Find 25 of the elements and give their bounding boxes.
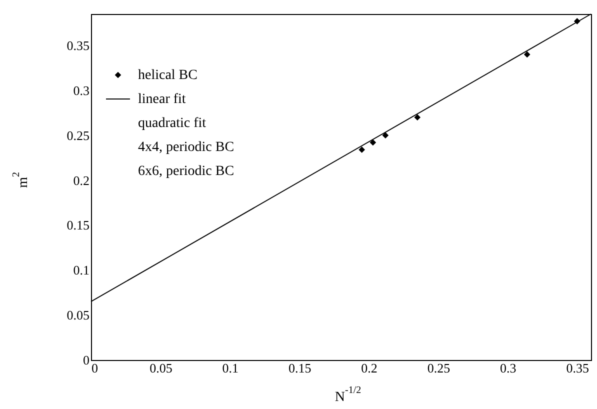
x-tick-label: 0.25	[427, 360, 450, 376]
y-tick-label: 0.05	[66, 308, 90, 323]
point	[414, 114, 421, 121]
point	[524, 51, 530, 58]
y-tick-label: 0.1	[73, 262, 90, 278]
point	[358, 146, 365, 153]
x-tick-label: 0.3	[500, 360, 516, 376]
y-tick-label: 0.2	[73, 172, 90, 188]
x-tick-label: 0.1	[222, 360, 239, 376]
y-tick-label: 0.25	[66, 128, 90, 143]
point	[370, 139, 376, 146]
annotation: 4x4, periodic BC	[138, 140, 234, 155]
x-tick-label: 0.35	[566, 360, 589, 376]
legend-label: helical BC	[138, 68, 198, 83]
y-tick-label: 0.35	[66, 38, 90, 53]
x-tick-label: 0.2	[361, 360, 378, 376]
point	[382, 132, 389, 138]
x-tick-label: 0.15	[288, 360, 312, 376]
legend-label: linear fit	[138, 92, 186, 107]
annotation: 6x6, periodic BC	[138, 164, 234, 179]
annotation: quadratic fit	[138, 116, 206, 131]
y-axis-title: m2	[11, 172, 31, 188]
y-tick-label: 0.3	[73, 82, 90, 98]
x-tick-label: 0.05	[150, 360, 172, 376]
y-tick-label: 0.15	[66, 218, 90, 233]
